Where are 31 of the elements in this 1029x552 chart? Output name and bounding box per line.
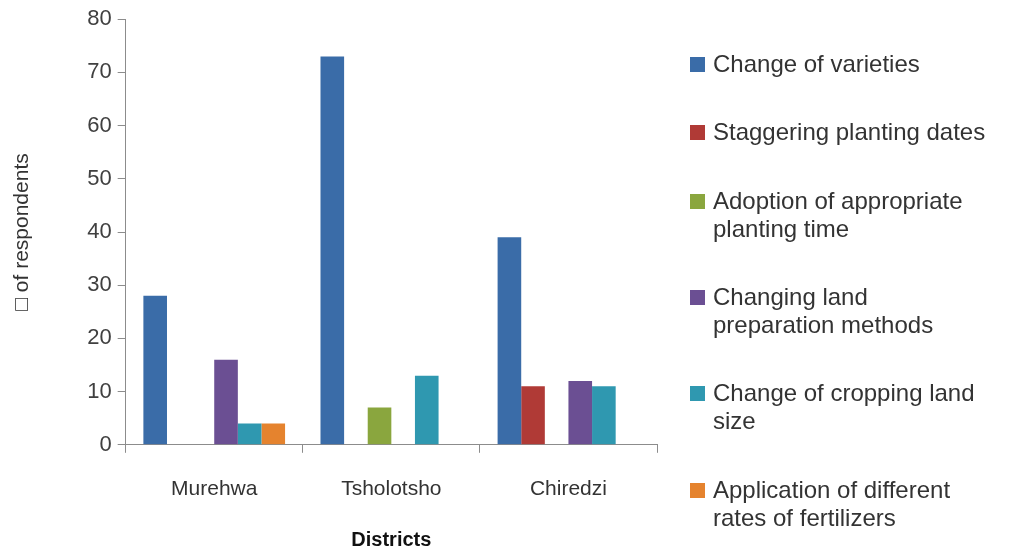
x-tick-label: Tsholotsho: [341, 476, 442, 500]
bar: [568, 380, 593, 445]
bar: [261, 423, 286, 445]
bar: [521, 386, 545, 445]
bar: [592, 386, 616, 445]
legend-label: Changing land preparation methods: [713, 283, 935, 340]
y-axis-title: □ of respondents: [9, 153, 33, 311]
legend-label: Change of cropping land size: [713, 379, 976, 436]
bar: [367, 407, 392, 445]
legend-label: Staggering planting dates: [713, 118, 987, 147]
legend-label: Adoption of appropriate planting time: [713, 186, 964, 243]
bar: [143, 295, 167, 445]
bar: [214, 359, 238, 445]
y-tick-label: 10: [87, 377, 112, 403]
y-tick-label: 0: [99, 430, 112, 456]
y-tick-label: 70: [87, 58, 112, 84]
y-tick-label: 40: [87, 218, 112, 244]
bar: [497, 237, 522, 445]
legend-label: Application of different rates of fertilizers: [713, 475, 952, 532]
y-tick-label: 60: [87, 111, 112, 137]
x-tick-label: Chiredzi: [529, 476, 607, 500]
y-tick-label: 20: [87, 324, 112, 350]
y-tick-label: 50: [87, 164, 112, 190]
bar: [414, 375, 439, 445]
legend-label: Change of varieties: [713, 50, 921, 79]
y-tick-label: 30: [87, 271, 112, 297]
x-tick-label: Murehwa: [171, 476, 258, 500]
y-tick-label: 80: [87, 5, 112, 31]
x-axis-title: Districts: [351, 527, 432, 550]
bar: [237, 423, 262, 445]
bar: [320, 56, 345, 445]
